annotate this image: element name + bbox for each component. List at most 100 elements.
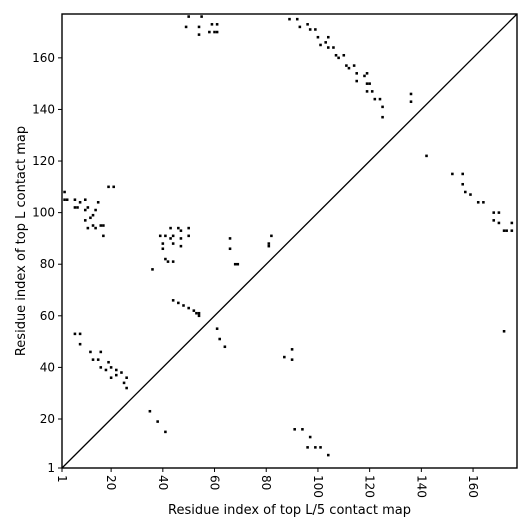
contact-cell-upper xyxy=(464,190,467,194)
contact-cell-upper xyxy=(425,154,428,158)
contact-cell-upper xyxy=(482,201,485,204)
contact-cell-upper xyxy=(306,23,309,26)
plot-frame xyxy=(61,13,518,469)
contact-cell-upper xyxy=(298,25,302,29)
contact-cell-upper xyxy=(492,211,496,214)
contact-cell-lower xyxy=(102,224,105,227)
contact-cell-lower xyxy=(233,262,237,266)
contact-cell-lower xyxy=(89,350,92,354)
contact-cell-upper xyxy=(208,30,211,34)
contact-cell-lower xyxy=(326,453,330,457)
contact-cell-lower xyxy=(99,224,103,227)
contact-cell-lower xyxy=(319,446,322,449)
y-tick-label: 80 xyxy=(40,257,55,271)
contact-cell-lower xyxy=(179,244,183,248)
contact-cell-upper xyxy=(497,211,501,214)
y-tick-label: 140 xyxy=(32,102,55,116)
contact-cell-upper xyxy=(342,53,346,57)
x-tick-label: 60 xyxy=(208,475,222,490)
contact-cell-lower xyxy=(96,201,100,204)
contact-cell-lower xyxy=(65,198,69,201)
contact-cell-upper xyxy=(497,221,501,225)
y-tick-label: 20 xyxy=(40,412,55,426)
contact-cell-lower xyxy=(169,237,172,240)
contact-cell-lower xyxy=(192,309,196,312)
y-tick-label: 100 xyxy=(32,206,55,220)
contact-cell-lower xyxy=(115,368,118,372)
x-tick-label: 100 xyxy=(311,475,325,498)
contact-cell-lower xyxy=(73,206,77,209)
contact-cell-lower xyxy=(171,234,175,238)
contact-cell-lower xyxy=(179,237,183,240)
contact-cell-upper xyxy=(363,74,366,78)
contact-cell-lower xyxy=(314,446,317,449)
contact-cell-lower xyxy=(78,201,82,204)
contact-cell-lower xyxy=(112,185,115,189)
contact-cell-lower xyxy=(156,420,159,423)
contact-cell-lower xyxy=(125,376,128,379)
contact-cell-lower xyxy=(96,358,100,361)
contact-cell-lower xyxy=(63,190,66,194)
contact-cell-upper xyxy=(314,28,317,31)
contact-cell-upper xyxy=(345,64,348,67)
contact-cell-upper xyxy=(215,30,219,34)
contact-cell-upper xyxy=(373,97,377,101)
contact-cell-upper xyxy=(355,79,358,83)
x-tick-label: 20 xyxy=(104,475,118,490)
contact-cell-lower xyxy=(164,430,167,434)
contact-cell-upper xyxy=(381,115,384,119)
contact-cell-lower xyxy=(195,311,198,315)
contact-cell-upper xyxy=(370,90,374,93)
contact-cell-lower xyxy=(502,330,506,333)
contact-cell-upper xyxy=(409,100,413,103)
contact-cell-upper xyxy=(187,15,190,18)
contact-cell-lower xyxy=(267,242,271,245)
contact-cell-upper xyxy=(324,41,327,44)
contact-cell-upper xyxy=(476,201,480,204)
x-tick-label: 1 xyxy=(55,475,69,483)
contact-cell-upper xyxy=(295,17,299,21)
contact-cell-lower xyxy=(236,262,240,266)
contact-cell-lower xyxy=(166,260,170,263)
contact-cell-upper xyxy=(365,82,369,85)
contact-cell-lower xyxy=(63,198,66,201)
contact-cell-upper xyxy=(200,15,203,18)
contact-cell-lower xyxy=(109,366,113,369)
x-axis-ticks: 1 20 40 60 80 100 120 140 160 xyxy=(55,468,480,498)
contact-cell-upper xyxy=(355,72,358,75)
contact-cell-lower xyxy=(99,366,103,369)
contact-cell-lower xyxy=(179,229,183,232)
contact-cell-lower xyxy=(76,206,79,209)
contact-cell-upper xyxy=(210,23,214,26)
contact-cell-upper xyxy=(469,193,472,196)
contact-cell-lower xyxy=(86,206,90,209)
contact-cell-upper xyxy=(510,229,514,232)
contact-cells xyxy=(63,15,514,457)
contact-cell-lower xyxy=(187,234,190,238)
contact-cell-lower xyxy=(91,213,95,217)
y-tick-label: 60 xyxy=(40,309,55,323)
contact-cell-lower xyxy=(290,348,294,351)
contact-cell-lower xyxy=(122,381,126,385)
contact-cell-lower xyxy=(306,446,309,449)
contact-cell-lower xyxy=(270,234,273,238)
contact-cell-upper xyxy=(197,33,201,36)
contact-cell-lower xyxy=(308,435,312,439)
contact-cell-lower xyxy=(94,208,97,212)
contact-cell-lower xyxy=(99,350,103,354)
contact-cell-lower xyxy=(164,234,167,238)
contact-cell-upper xyxy=(409,92,413,96)
x-tick-label: 120 xyxy=(363,475,377,498)
contact-cell-lower xyxy=(104,368,108,372)
contact-cell-lower xyxy=(89,216,92,220)
contact-cell-lower xyxy=(107,185,110,189)
contact-cell-lower xyxy=(177,301,180,305)
contact-cell-upper xyxy=(451,172,454,176)
contact-cell-lower xyxy=(223,345,227,349)
y-tick-label: 120 xyxy=(32,154,55,168)
x-tick-label: 80 xyxy=(259,475,273,490)
contact-cell-upper xyxy=(215,23,219,26)
contact-cell-upper xyxy=(347,66,351,70)
contact-cell-lower xyxy=(197,314,201,318)
